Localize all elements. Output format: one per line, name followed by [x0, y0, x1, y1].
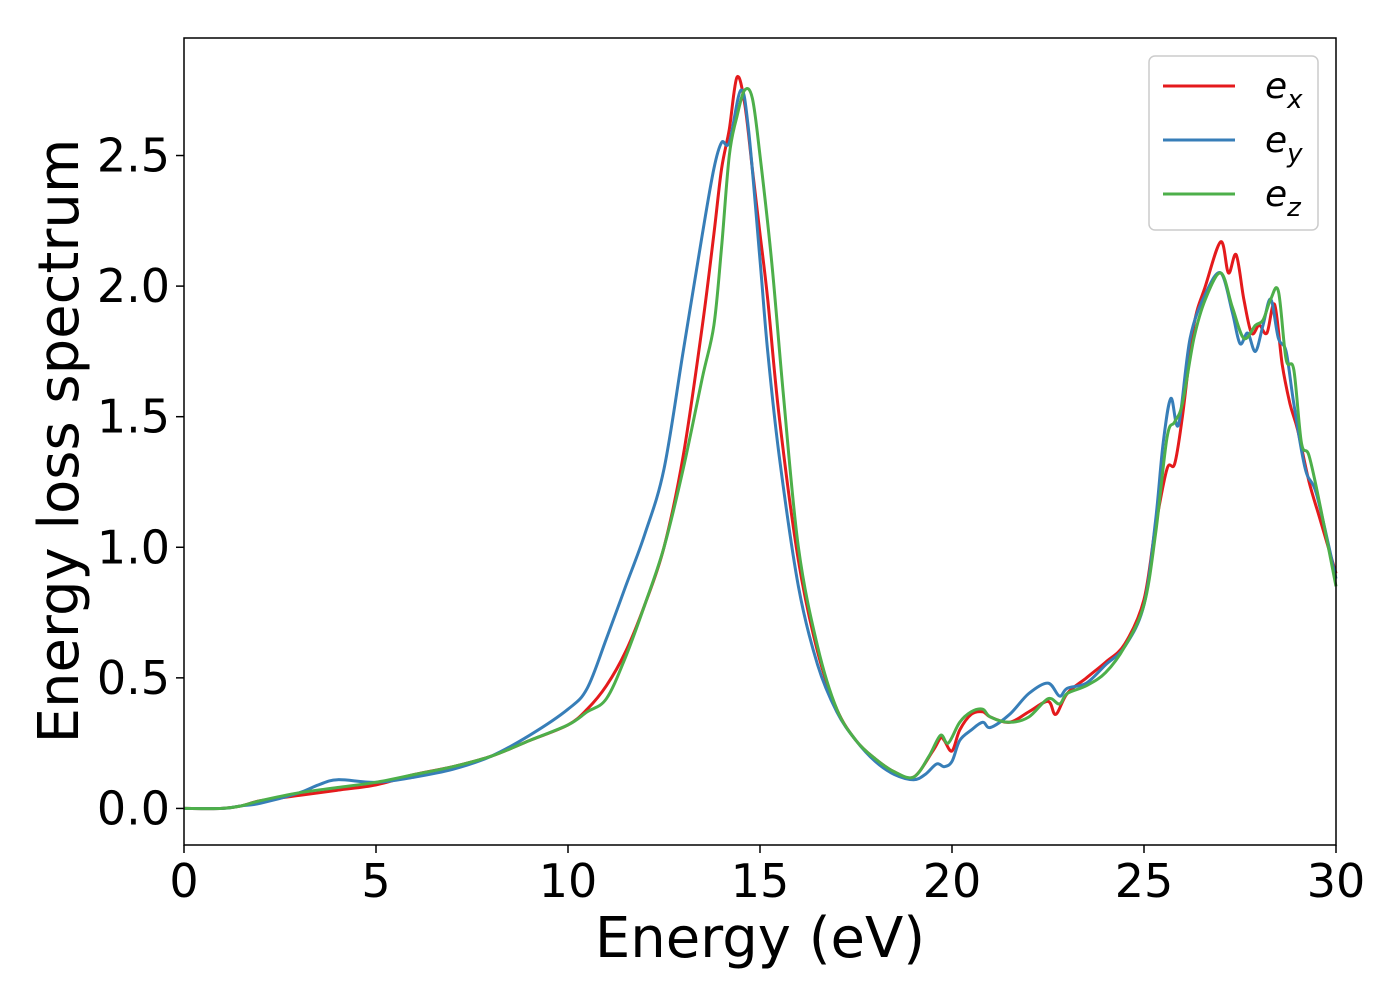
x-axis-ticks: 0 5 10 15 20 25 30 [169, 845, 1365, 908]
y-axis-ticks: 0.0 0.5 1.0 1.5 2.0 2.5 [97, 129, 184, 835]
legend: ex ey ez [1148, 55, 1319, 231]
x-axis-label: Energy (eV) [595, 906, 925, 971]
y-tick-label: 2.5 [97, 129, 170, 183]
x-tick-label: 0 [169, 854, 198, 908]
x-tick-label: 20 [923, 854, 982, 908]
x-tick-label: 30 [1307, 854, 1366, 908]
plot-background [184, 38, 1336, 845]
y-tick-label: 2.0 [97, 259, 170, 313]
legend-label-x: ex [1265, 66, 1303, 115]
x-tick-label: 15 [731, 854, 790, 908]
x-tick-label: 25 [1115, 854, 1174, 908]
y-tick-label: 0.0 [97, 781, 170, 835]
series-layer [183, 74, 1338, 811]
series-line-z [183, 87, 1338, 811]
legend-box [1148, 55, 1319, 231]
y-axis-label: Energy loss spectrum [27, 139, 92, 744]
x-tick-label: 10 [539, 854, 598, 908]
x-tick-label: 5 [361, 854, 390, 908]
y-tick-label: 1.5 [97, 390, 170, 444]
legend-label-y: ey [1265, 120, 1303, 169]
legend-label-z: ez [1265, 174, 1302, 223]
y-tick-label: 0.5 [97, 651, 170, 705]
y-tick-label: 1.0 [97, 520, 170, 574]
